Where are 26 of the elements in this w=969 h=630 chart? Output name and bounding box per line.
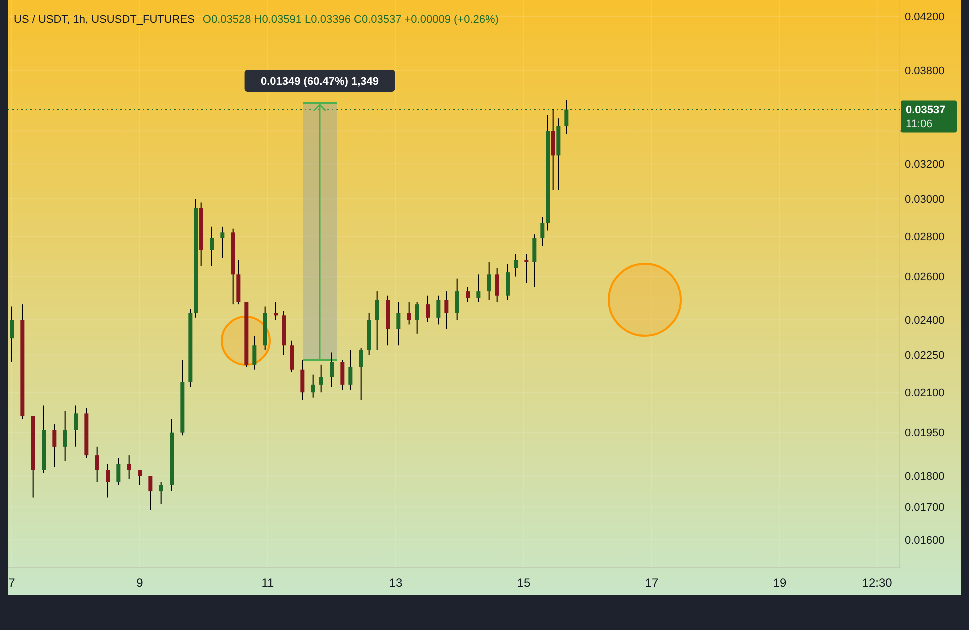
x-tick-label: 19 (773, 576, 787, 590)
y-tick-label: 0.03000 (905, 194, 945, 206)
x-tick-label: 11 (262, 576, 275, 590)
y-tick-label: 0.01600 (905, 535, 945, 548)
x-tick-label: 12:30 (862, 576, 893, 590)
y-tick-label: 0.02250 (905, 350, 945, 362)
x-tick-label: 17 (645, 576, 659, 590)
y-tick-label: 0.01700 (905, 502, 945, 514)
x-tick-label: 15 (517, 576, 531, 590)
text: 11:06 (906, 118, 933, 131)
annotation: 0.01349 (60.47%) 1,349 (260, 76, 380, 88)
x-tick-label: 13 (389, 576, 403, 590)
y-tick-label: 0.01800 (905, 471, 945, 484)
x-tick-label: 7 (8, 576, 16, 590)
y-tick-label: 0.02600 (905, 272, 945, 284)
y-tick-label: 0.02800 (905, 231, 945, 244)
y-tick-label: 0.03200 (905, 158, 945, 171)
y-tick-label: 0.04200 (905, 11, 945, 24)
y-tick-label: 0.01950 (905, 428, 945, 440)
ref-line-label: 0.03537 (906, 104, 946, 117)
y-tick-label: 0.03800 (905, 66, 945, 78)
text: US / USDT, 1h, USUSDT_FUTURES (14, 14, 195, 26)
x-tick-label: 9 (136, 576, 144, 590)
text: O0.03528 H0.03591 L0.03396 C0.03537 +0.00009 (+0.26%) (202, 14, 499, 26)
y-tick-label: 0.02400 (905, 315, 945, 328)
y-tick-label: 0.02100 (905, 387, 945, 400)
